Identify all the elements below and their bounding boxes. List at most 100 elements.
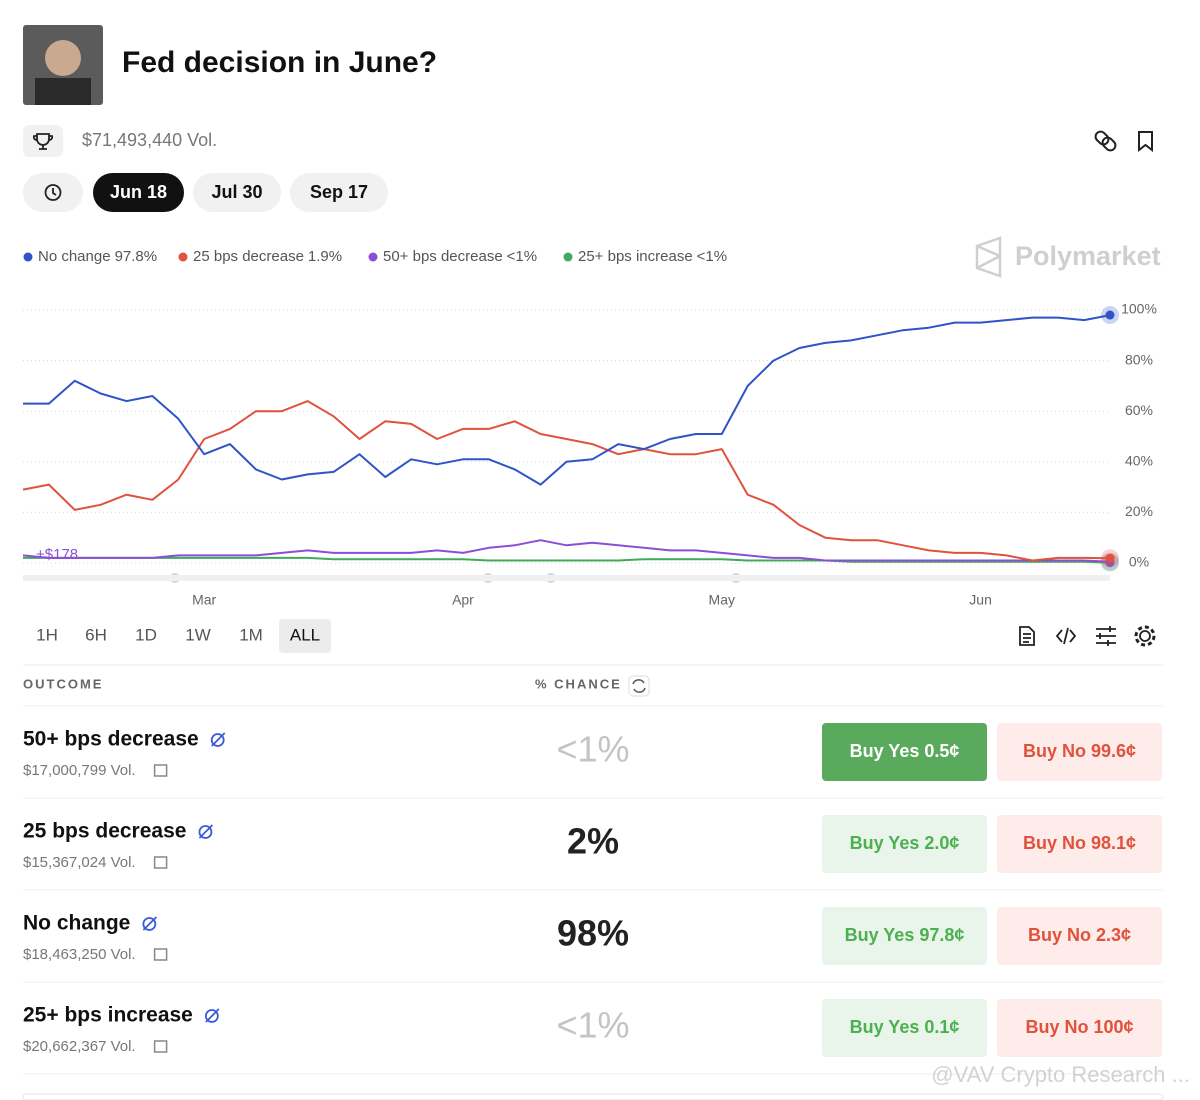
y-tick-label: 0% <box>1129 554 1149 570</box>
outcome-name: 50+ bps decrease <box>23 728 199 751</box>
timeframe-button[interactable]: ALL <box>290 625 320 644</box>
market-volume: $71,493,440 Vol. <box>82 130 217 150</box>
outcome-chance: 98% <box>557 913 629 954</box>
outcome-icon <box>198 825 213 839</box>
gift-icon <box>153 856 168 869</box>
legend-name: No change <box>38 248 111 265</box>
gift-icon <box>153 764 168 777</box>
legend-dot <box>178 252 188 262</box>
series-line <box>22 400 1111 562</box>
legend-value: 97.8% <box>115 248 158 265</box>
y-tick-label: 60% <box>1125 402 1153 418</box>
link-icon[interactable] <box>1094 130 1118 153</box>
next-card-edge <box>22 1093 1164 1100</box>
date-tab[interactable] <box>93 173 184 212</box>
legend-name: 50+ bps decrease <box>383 248 503 265</box>
timeframe-button[interactable]: 1D <box>135 625 157 644</box>
market-image-face <box>45 40 81 76</box>
outcome-icon-slash <box>211 732 226 747</box>
date-tab[interactable] <box>290 173 388 212</box>
trophy-button[interactable] <box>23 125 63 157</box>
series-line <box>23 314 1111 486</box>
buy-no-button[interactable] <box>997 999 1162 1057</box>
buy-yes-button[interactable] <box>822 815 987 873</box>
legend-dot <box>23 252 33 262</box>
outcome-icon <box>204 1009 219 1023</box>
buy-no-label: Buy No 100¢ <box>1025 1017 1133 1037</box>
x-tick-label: Mar <box>192 592 216 608</box>
buy-yes-button[interactable] <box>822 723 987 781</box>
y-tick-label: 100% <box>1121 301 1157 317</box>
timeframe-selected <box>279 619 331 653</box>
gift-icon <box>153 948 168 961</box>
timeframe-button[interactable]: 1H <box>36 625 58 644</box>
date-tab[interactable] <box>193 173 281 212</box>
outcome-icon-slash <box>198 824 214 839</box>
bookmark-icon[interactable] <box>1138 131 1153 153</box>
date-tab-label: Jun 18 <box>110 182 167 202</box>
legend-value: <1% <box>507 248 537 265</box>
outcome-icon <box>210 733 225 747</box>
chart-tools[interactable] <box>1019 625 1156 647</box>
end-dot <box>1105 310 1115 320</box>
history-hand <box>52 188 57 196</box>
outcome-icon-slash <box>142 916 157 931</box>
outcome-volume: $20,662,367 Vol. <box>23 1038 136 1055</box>
outcome-icon-slash <box>205 1008 220 1023</box>
chart-watermark: Polymarket <box>1015 241 1161 271</box>
outcome-name: 25+ bps increase <box>23 1004 193 1027</box>
chart-annotation: +$178 <box>36 546 78 563</box>
y-tick-label: 40% <box>1125 453 1153 469</box>
buy-no-label: Buy No 2.3¢ <box>1028 925 1131 945</box>
outcome-name: No change <box>23 912 130 935</box>
legend-dot <box>563 252 573 262</box>
buy-no-label: Buy No 99.6¢ <box>1023 741 1136 761</box>
polymarket-logo <box>975 236 1002 278</box>
outcome-chance: 2% <box>567 821 619 862</box>
outcome-volume: $15,367,024 Vol. <box>23 854 136 871</box>
x-tick-label: Apr <box>452 592 474 608</box>
date-tab-label: Jul 30 <box>211 182 262 202</box>
table-header: % CHANCE <box>535 676 622 691</box>
timeframe-button[interactable]: 1M <box>239 625 263 644</box>
legend-name: 25 bps decrease <box>193 248 304 265</box>
legend-dot <box>368 252 378 262</box>
outcome-chance: <1% <box>556 729 629 770</box>
buy-yes-label: Buy Yes 2.0¢ <box>850 833 960 853</box>
buy-yes-label: Buy Yes 0.1¢ <box>850 1017 960 1037</box>
end-dot <box>1105 553 1115 563</box>
history-icon <box>44 184 62 201</box>
footer-watermark: @VAV Crypto Research ... <box>931 1062 1190 1087</box>
refresh-button[interactable] <box>628 675 650 697</box>
y-tick-label: 80% <box>1125 351 1153 367</box>
timeframe-button[interactable]: 6H <box>85 625 107 644</box>
legend-value: 1.9% <box>308 248 342 265</box>
outcome-name: 25 bps decrease <box>23 820 186 843</box>
outcome-volume: $18,463,250 Vol. <box>23 946 136 963</box>
legend-name: 25+ bps increase <box>578 248 693 265</box>
buy-no-button[interactable] <box>997 815 1162 873</box>
buy-no-label: Buy No 98.1¢ <box>1023 833 1136 853</box>
timeframe-button[interactable]: 1W <box>185 625 211 644</box>
refresh-icon <box>632 679 646 693</box>
buy-yes-label: Buy Yes 0.5¢ <box>850 741 960 761</box>
gift-icon <box>153 1040 168 1053</box>
x-tick-label: May <box>709 592 735 608</box>
buy-yes-label: Buy Yes 97.8¢ <box>845 925 965 945</box>
market-image-suit <box>35 78 91 105</box>
buy-no-button[interactable] <box>997 723 1162 781</box>
series-line <box>23 556 1111 564</box>
outcome-icon <box>142 917 157 931</box>
x-tick-label: Jun <box>969 592 992 608</box>
outcome-volume: $17,000,799 Vol. <box>23 762 136 779</box>
market-title: Fed decision in June? <box>122 46 437 79</box>
buy-yes-button[interactable] <box>822 907 987 965</box>
buy-yes-button[interactable] <box>822 999 987 1057</box>
buy-no-button[interactable] <box>997 907 1162 965</box>
trophy-icon <box>32 133 54 150</box>
table-header: OUTCOME <box>23 676 103 691</box>
outcome-chance: <1% <box>556 1005 629 1046</box>
series-line <box>22 539 1111 563</box>
